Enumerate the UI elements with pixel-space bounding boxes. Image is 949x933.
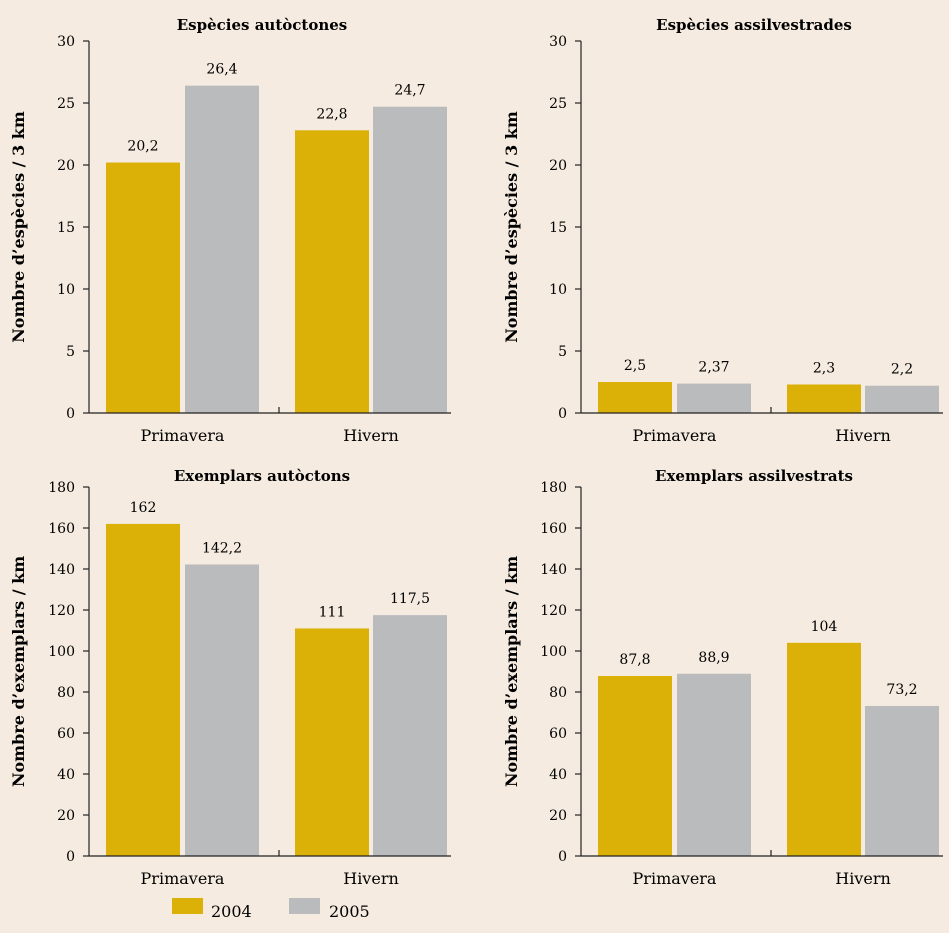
y-tick-label: 180 [48, 480, 75, 496]
chart-title: Exemplars autòctons [174, 467, 350, 485]
bar-primavera-2005 [677, 673, 751, 856]
bar-hivern-2004 [787, 384, 861, 413]
y-tick-label: 10 [57, 282, 75, 298]
bar-primavera-2004 [106, 162, 180, 413]
y-tick-label: 20 [57, 808, 75, 824]
category-label-hivern: Hivern [343, 426, 399, 445]
category-label-primavera: Primavera [633, 426, 717, 445]
bar-hivern-2005 [373, 106, 447, 413]
y-axis-label: Nombre d’espècies / 3 km [502, 111, 521, 343]
y-tick-label: 160 [540, 521, 567, 537]
y-tick-label: 40 [57, 767, 75, 783]
y-tick-label: 20 [549, 158, 567, 174]
y-tick-label: 30 [549, 34, 567, 50]
category-label-hivern: Hivern [835, 869, 891, 888]
y-tick-label: 100 [540, 644, 567, 660]
chart-title: Espècies assilvestrades [656, 16, 852, 34]
bar-primavera-2005 [677, 383, 751, 413]
bar-primavera-2004 [598, 382, 672, 413]
y-tick-label: 180 [540, 480, 567, 496]
chart-panel: Exemplars assilvestrats Nombre d’exemplar… [502, 467, 943, 888]
data-label: 117,5 [390, 591, 430, 607]
y-tick-label: 0 [558, 849, 567, 865]
chart-title: Espècies autòctones [177, 16, 347, 34]
bar-primavera-2004 [598, 676, 672, 856]
bar-hivern-2005 [865, 705, 939, 856]
data-label: 2,5 [624, 358, 646, 374]
y-tick-label: 0 [66, 406, 75, 422]
bar-primavera-2004 [106, 523, 180, 856]
y-tick-label: 80 [57, 685, 75, 701]
category-label-primavera: Primavera [633, 869, 717, 888]
data-label: 142,2 [202, 540, 242, 556]
y-tick-label: 20 [549, 808, 567, 824]
y-tick-label: 5 [66, 344, 75, 360]
y-tick-label: 120 [540, 603, 567, 619]
y-tick-label: 30 [57, 34, 75, 50]
y-tick-label: 60 [549, 726, 567, 742]
legend: 2004 2005 [172, 898, 370, 921]
legend-swatch-2004 [172, 898, 203, 914]
y-tick-label: 15 [549, 220, 567, 236]
legend-swatch-2005 [289, 898, 320, 914]
y-tick-label: 25 [57, 96, 75, 112]
data-label: 104 [811, 619, 838, 635]
category-label-hivern: Hivern [343, 869, 399, 888]
category-label-hivern: Hivern [835, 426, 891, 445]
bar-primavera-2005 [185, 564, 259, 856]
bar-hivern-2005 [373, 615, 447, 856]
data-label: 87,8 [619, 652, 650, 668]
y-tick-label: 80 [549, 685, 567, 701]
legend-label-2005: 2005 [329, 902, 370, 921]
data-label: 2,2 [891, 362, 913, 378]
bar-primavera-2005 [185, 85, 259, 413]
y-axis-label: Nombre d’exemplars / km [9, 556, 28, 787]
y-tick-label: 10 [549, 282, 567, 298]
legend-label-2004: 2004 [211, 902, 252, 921]
category-label-primavera: Primavera [141, 869, 225, 888]
chart-panel: Espècies autòctones Nombre d’espècies / 3… [9, 16, 451, 445]
y-tick-label: 0 [66, 849, 75, 865]
chart-panel: Exemplars autòctons Nombre d’exemplars / … [9, 467, 451, 888]
bar-hivern-2004 [787, 642, 861, 856]
y-tick-label: 0 [558, 406, 567, 422]
data-label: 22,8 [316, 106, 347, 122]
y-tick-label: 120 [48, 603, 75, 619]
data-label: 20,2 [127, 139, 158, 155]
y-tick-label: 60 [57, 726, 75, 742]
bar-hivern-2005 [865, 385, 939, 413]
data-label: 2,3 [813, 360, 835, 376]
data-label: 88,9 [698, 650, 729, 666]
y-tick-label: 40 [549, 767, 567, 783]
y-tick-label: 20 [57, 158, 75, 174]
data-label: 162 [130, 500, 157, 516]
chart-panel: Espècies assilvestrades Nombre d’espècies… [502, 16, 943, 445]
y-axis-label: Nombre d’espècies / 3 km [9, 111, 28, 343]
bar-hivern-2004 [295, 130, 369, 413]
y-axis-label: Nombre d’exemplars / km [502, 556, 521, 787]
y-tick-label: 140 [540, 562, 567, 578]
y-tick-label: 5 [558, 344, 567, 360]
y-tick-label: 100 [48, 644, 75, 660]
data-label: 111 [319, 604, 346, 620]
category-label-primavera: Primavera [141, 426, 225, 445]
data-label: 24,7 [394, 83, 425, 99]
y-tick-label: 140 [48, 562, 75, 578]
y-tick-label: 25 [549, 96, 567, 112]
y-tick-label: 15 [57, 220, 75, 236]
y-tick-label: 160 [48, 521, 75, 537]
data-label: 26,4 [206, 62, 237, 78]
data-label: 2,37 [698, 360, 729, 376]
data-label: 73,2 [886, 682, 917, 698]
bar-hivern-2004 [295, 628, 369, 856]
chart-title: Exemplars assilvestrats [655, 467, 853, 485]
